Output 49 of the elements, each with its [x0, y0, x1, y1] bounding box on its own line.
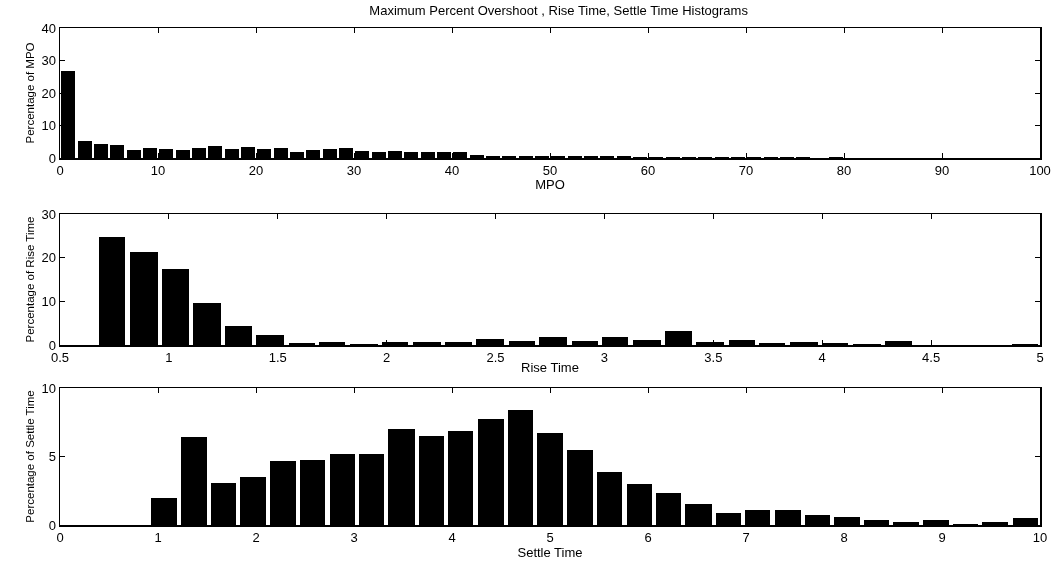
- x-tick-label: 80: [836, 163, 852, 179]
- x-tick-label: 1: [165, 350, 173, 366]
- y-tick-label: 0: [48, 150, 56, 166]
- x-tick-label: 5: [546, 530, 554, 546]
- y-axis-title: Percentage of MPO: [24, 42, 37, 144]
- x-tick-label: 100: [1029, 163, 1051, 179]
- x-tick-label: 2: [252, 530, 260, 546]
- x-tick-label: 1.5: [268, 350, 287, 366]
- x-tick-label: 3: [600, 350, 609, 366]
- y-axis-title: Percentage of Settle Time: [24, 390, 37, 523]
- y-tick-label: 10: [41, 293, 56, 309]
- y-tick-label: 5: [48, 449, 56, 465]
- x-tick-label: 20: [248, 163, 264, 179]
- x-tick-label: 5: [1036, 350, 1044, 366]
- chart-title: Maximum Percent Overshoot , Rise Time, Settle Time Histograms: [369, 2, 749, 18]
- x-tick-label: 90: [934, 163, 950, 179]
- y-tick-label: 20: [41, 85, 56, 101]
- x-tick-label: 1: [154, 530, 162, 546]
- y-tick-label: 0: [48, 517, 56, 533]
- x-tick-label: 40: [444, 163, 460, 179]
- x-tick-label: 4: [448, 530, 456, 546]
- y-axis-title: Percentage of Rise Time: [24, 216, 37, 343]
- y-tick-label: 10: [41, 118, 56, 134]
- y-tick-label: 40: [41, 20, 56, 36]
- y-tick-label: 0: [48, 337, 56, 353]
- y-tick-label: 10: [41, 380, 56, 396]
- x-tick-label: 10: [1032, 530, 1048, 546]
- x-tick-label: 6: [644, 530, 652, 546]
- x-tick-label: 30: [346, 163, 362, 179]
- x-tick-label: 7: [742, 530, 750, 546]
- x-axis-title: Rise Time: [521, 360, 579, 375]
- x-axis-title: MPO: [535, 177, 565, 192]
- x-tick-label: 0.5: [50, 350, 70, 366]
- x-axis-title: Settle Time: [517, 545, 583, 561]
- x-tick-label: 8: [840, 530, 848, 546]
- x-tick-label: 70: [738, 163, 754, 179]
- x-tick-label: 2: [383, 350, 391, 366]
- y-tick-label: 20: [41, 250, 56, 266]
- x-tick-label: 10: [150, 163, 166, 179]
- x-tick-label: 9: [938, 530, 946, 546]
- x-tick-label: 60: [640, 163, 656, 179]
- x-tick-label: 3.5: [704, 350, 723, 366]
- x-tick-label: 3: [350, 530, 358, 546]
- x-tick-label: 50: [542, 163, 558, 179]
- x-tick-label: 4.5: [922, 350, 941, 366]
- x-tick-label: 4: [818, 350, 826, 366]
- y-tick-label: 30: [41, 53, 56, 69]
- x-tick-label: 2.5: [486, 350, 505, 366]
- y-tick-label: 30: [41, 206, 56, 222]
